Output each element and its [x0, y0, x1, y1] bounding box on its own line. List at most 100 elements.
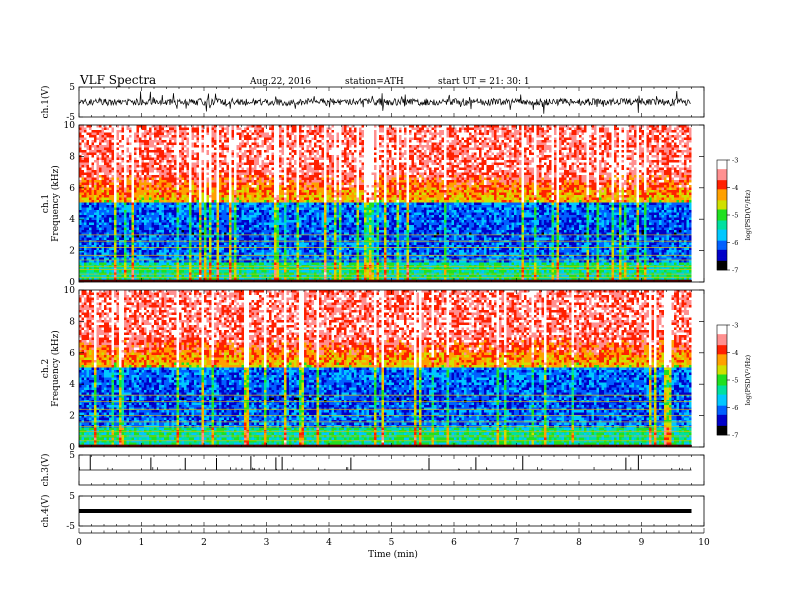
ch1-spectrogram-cell: [111, 162, 115, 166]
ch1-spectrogram-cell: [334, 165, 337, 168]
ch1-spectrogram-cell: [496, 147, 500, 151]
ch1-spectrogram-cell: [359, 152, 362, 156]
ch1-spectrogram-cell: [334, 132, 337, 136]
ch1-spectrogram-cell: [561, 152, 565, 156]
ch1-spectrogram-cell: [241, 172, 245, 176]
ch1-spectrogram-cell: [471, 150, 475, 153]
ch1-spectrogram-cell: [609, 150, 612, 153]
ch1-spectrogram-cell: [91, 167, 95, 171]
ch1-spectrogram-cell: [436, 150, 440, 153]
ch1-spectrogram-cell: [409, 135, 412, 138]
ch1-spectrogram-cell: [296, 150, 300, 153]
ch1-spectrogram-cell: [399, 135, 402, 138]
ch1-spectrogram-cell: [99, 165, 102, 168]
ch1-spectrogram-cell: [269, 127, 272, 131]
ch1-spectrogram-cell: [454, 137, 457, 141]
ch1-spectrogram-cell: [121, 145, 125, 148]
ch1-spectrogram-cell: [89, 135, 92, 138]
ch1-spectrogram-cell: [366, 157, 370, 161]
ch1-spectrogram-cell: [264, 130, 267, 133]
ch1-spectrogram-cell: [196, 140, 200, 143]
ch1-spectrogram-cell: [339, 140, 342, 143]
ch1-spectrogram-cell: [414, 162, 417, 166]
ch1-spectrogram-cell: [411, 150, 415, 153]
ch1-spectrogram-cell: [481, 157, 485, 161]
ch1-spectrogram-cell: [444, 125, 447, 128]
ch1-spectrogram-cell: [244, 162, 247, 166]
ch1-spectrogram-cell: [401, 142, 405, 146]
ch1-spectrogram-cell: [276, 172, 280, 176]
ch1-spectrogram-cell: [229, 162, 232, 166]
ch1-spectrogram-cell: [146, 145, 150, 148]
ch1-spectrogram-cell: [664, 145, 667, 148]
ch1-spectrogram-cell: [584, 150, 587, 153]
ch1-spectrogram-cell: [564, 160, 567, 163]
ch1-spectrogram-cell: [399, 127, 402, 131]
ch1-spectrogram-cell: [314, 147, 317, 151]
ch1-spectrogram-cell: [251, 147, 255, 151]
ch1-spectrogram-cell: [284, 145, 287, 148]
ch1-spectrogram-cell: [546, 160, 550, 163]
ch1-spectrogram-cell: [486, 127, 490, 131]
ch1-spectrogram-cell: [294, 132, 297, 136]
ch1-spectrogram-cell: [249, 137, 252, 141]
ch1-spectrogram-cell: [296, 167, 300, 171]
ch1-spectrogram-cell: [524, 170, 527, 173]
ch1-spectrogram-cell: [219, 142, 222, 146]
ch1-spectrogram-cell: [91, 165, 95, 168]
ch1-spectrogram-cell: [254, 135, 257, 138]
ch1-spectrogram-cell: [199, 160, 202, 163]
ch1-spectrogram-cell: [394, 142, 397, 146]
ch1-spectrogram-cell: [426, 167, 430, 171]
ch1-spectrogram-cell: [549, 145, 552, 148]
ch1-spectrogram-cell: [404, 127, 407, 131]
ch1-spectrogram-cell: [671, 125, 675, 128]
ch1-spectrogram-cell: [434, 135, 437, 138]
ch1-spectrogram-cell: [211, 150, 215, 153]
ch1-spectrogram-cell: [426, 137, 430, 141]
ch1-spectrogram-cell: [651, 152, 655, 156]
ch1-spectrogram-cell: [244, 160, 247, 163]
ch1-spectrogram-cell: [364, 162, 367, 166]
ch1-spectrogram-cell: [554, 125, 557, 128]
ch1-spectrogram-cell: [269, 130, 272, 133]
ch1-spectrogram-cell: [86, 157, 90, 161]
ch1-spectrogram-cell: [481, 147, 485, 151]
ch1-waveform-ytick-label: -5: [66, 113, 75, 123]
ch1-spectrogram-cell: [316, 135, 320, 138]
ch1-spectrogram-cell: [121, 132, 125, 136]
ch1-spectrogram-cell: [311, 172, 315, 176]
ch1-spectrogram-cell: [566, 172, 570, 176]
ch1-spectrogram-cell: [616, 140, 620, 143]
ch1-spectrogram-cell: [594, 130, 597, 133]
ch1-spectrogram-cell: [169, 162, 172, 166]
ch1-spectrogram-cell: [636, 150, 640, 153]
ch1-spectrogram-cell: [114, 152, 117, 156]
ch1-spectrogram-cell: [164, 165, 167, 168]
ch1-spectrogram-cell: [439, 135, 442, 138]
ch1-spectrogram-cell: [371, 162, 375, 166]
ch1-spectrogram-cell: [641, 127, 645, 131]
ch1-spectrogram-cell: [684, 142, 687, 146]
ch1-spectrogram-cell: [599, 145, 602, 148]
ch1-spectrogram-cell: [474, 150, 477, 153]
ch1-spectrogram-cell: [629, 145, 632, 148]
ch1-spectrogram-cell: [321, 130, 325, 133]
ch1-spectrogram-cell: [581, 137, 585, 141]
ch1-spectrogram-cell: [296, 170, 300, 173]
ch1-spectrogram-cell: [319, 132, 322, 136]
ch1-spectrogram-cell: [439, 162, 442, 166]
ch1-spectrogram-cell: [281, 137, 285, 141]
ch1-spectrogram-cell: [176, 152, 180, 156]
ch1-spectrogram-cell: [466, 155, 470, 158]
ch1-spectrogram-cell: [506, 162, 510, 166]
ch1-spectrogram-cell: [611, 135, 615, 138]
ch1-spectrogram-cell: [666, 127, 670, 131]
ch1-spectrogram-cell: [84, 155, 87, 158]
ch1-spectrogram-cell: [154, 137, 157, 141]
ch1-spectrogram-cell: [589, 172, 592, 176]
ch1-spectrogram-cell: [409, 160, 412, 163]
ch1-spectrogram-cell: [419, 170, 422, 173]
ch1-spectrogram-cell: [604, 170, 607, 173]
ch1-spectrogram-cell: [276, 132, 280, 136]
